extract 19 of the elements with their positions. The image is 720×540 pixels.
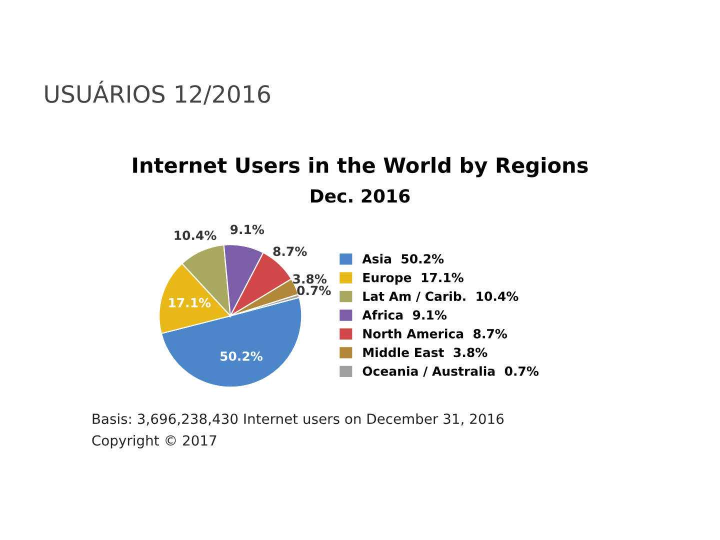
data-label: 8.7% [273, 246, 307, 256]
text: USUÁRIOS 12/2016 [45, 80, 270, 105]
text: Copyright © 2017 [92, 434, 216, 448]
legend-label: North America 8.7% [363, 328, 508, 338]
legend-label: Oceania / Australia 0.7% [362, 366, 539, 377]
chart-title: Internet Users in the World by Regions [133, 156, 588, 178]
data-label: 50.2% [220, 351, 262, 361]
data-label: 10.4% [174, 230, 216, 240]
data-label: 9.1% [230, 224, 264, 234]
legend-label: Middle East 3.8% [363, 347, 488, 358]
legend-label: Lat Am / Carib. 10.4% [363, 291, 518, 302]
legend-label: Asia 50.2% [362, 254, 444, 264]
legend-label: Europe 17.1% [363, 272, 464, 285]
data-label: 17.1% [169, 298, 211, 308]
data-label: 3.8% [293, 274, 327, 284]
legend-label: Africa 9.1% [362, 310, 447, 320]
text: Basis: 3,696,238,430 Internet users on December 31, 2016 [92, 413, 504, 426]
chart-subtitle: Dec. 2016 [310, 189, 410, 203]
data-label: 0.7% [297, 286, 331, 296]
